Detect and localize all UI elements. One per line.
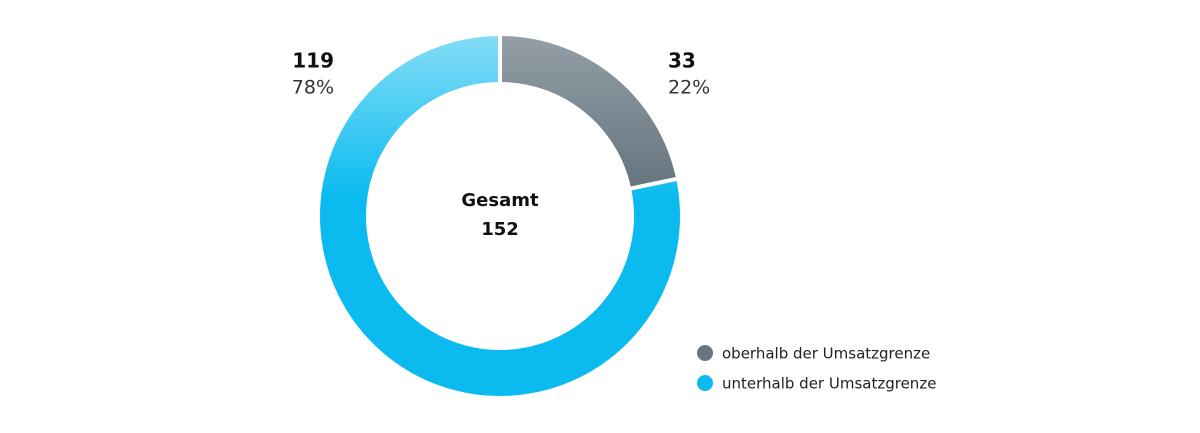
donut-slice <box>498 31 681 192</box>
donut-slice <box>316 31 684 400</box>
percent-label: 78% <box>292 77 334 99</box>
value-label: 33 <box>668 49 696 73</box>
percent-label: 22% <box>668 77 710 99</box>
legend-marker <box>697 375 713 391</box>
legend-label: oberhalb der Umsatzgrenze <box>722 345 930 363</box>
legend-marker <box>697 345 713 361</box>
center-label: Gesamt <box>461 190 539 211</box>
value-label: 119 <box>292 49 334 73</box>
legend-label: unterhalb der Umsatzgrenze <box>722 375 936 393</box>
center-total: 152 <box>481 219 519 240</box>
